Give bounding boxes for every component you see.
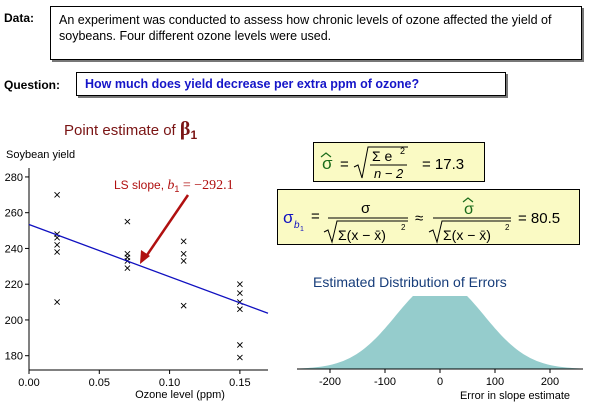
data-point — [236, 354, 243, 361]
dist-x-tick-label: 0 — [437, 376, 443, 388]
distribution-ticks: -200 -100 0 100 200 — [319, 369, 559, 388]
scatter-xlabel: Ozone level (ppm) — [135, 389, 225, 401]
sqrt-icon — [353, 146, 408, 179]
question-text: How much does yield decrease per extra p… — [85, 77, 420, 91]
data-description-text: An experiment was conducted to assess ho… — [59, 13, 552, 43]
annotation-arrow-shaft — [143, 194, 190, 259]
distribution-title: Estimated Distribution of Errors — [313, 274, 507, 290]
data-point — [180, 302, 187, 309]
x-tick-label: 0.15 — [229, 377, 250, 389]
hat-icon-2 — [462, 197, 474, 203]
n-minus-2: n − 2 — [374, 166, 404, 181]
exponent-2-c: 2 — [505, 223, 510, 232]
scatter-axes: 180 200 220 240 260 280 0.00 0.05 0.10 0.15 — [5, 168, 268, 389]
distribution-curve — [297, 296, 583, 369]
y-tick-label: 220 — [5, 279, 23, 291]
equals-sign: = — [340, 156, 349, 173]
least-squares-line — [28, 223, 269, 314]
ls-b-subscript: 1 — [174, 184, 179, 194]
y-tick-label: 280 — [5, 172, 23, 184]
dist-x-tick-label: 200 — [541, 376, 559, 388]
ls-slope-label: LS slope, b1 = −292.1 — [114, 178, 234, 194]
question-label: Question: — [4, 78, 60, 92]
data-point — [236, 342, 243, 348]
point-estimate-title: Point estimate of β1 — [64, 118, 197, 142]
sqrt-icon-2 — [323, 220, 408, 244]
beta-symbol: β — [179, 118, 191, 140]
sum-e-squared: Σ e — [372, 148, 393, 164]
data-point — [54, 191, 61, 198]
data-point — [54, 241, 61, 248]
sigma-hat-formula: σ = Σ e 2 n − 2 = 17.3 — [313, 142, 485, 182]
approx-sign: ≈ — [415, 210, 423, 227]
data-point — [54, 249, 61, 255]
numerator-sigma: σ — [361, 200, 371, 217]
ls-b-symbol: b — [167, 178, 174, 193]
sigma-b1-value: = 80.5 — [518, 210, 560, 227]
scatter-plot: Soybean yield 180 200 220 240 260 280 0.00 0.05… — [5, 149, 269, 401]
y-tick-label: 200 — [5, 315, 23, 327]
point-estimate-title-text: Point estimate of — [64, 122, 180, 139]
scatter-points — [54, 191, 243, 361]
data-label: Data: — [4, 11, 35, 25]
exponent-2-b: 2 — [401, 223, 406, 232]
ls-slope-text: LS slope, — [114, 178, 167, 192]
sigma-b1-symbol: σ — [283, 208, 294, 227]
dist-x-tick-label: 100 — [486, 376, 504, 388]
y-tick-label: 260 — [5, 208, 23, 220]
data-description-box: An experiment was conducted to assess ho… — [50, 6, 582, 60]
sigma-hat-symbol: σ — [322, 154, 333, 173]
data-point — [180, 258, 187, 264]
x-tick-label: 0.00 — [18, 377, 39, 389]
exponent-2: 2 — [400, 146, 405, 156]
numerator-sigma-hat: σ — [464, 201, 474, 218]
question-box: How much does yield decrease per extra p… — [76, 72, 506, 96]
distribution-xlabel: Error in slope estimate — [460, 390, 570, 402]
sigma-b1-subscript-1: 1 — [300, 226, 304, 233]
dist-x-tick-label: -100 — [374, 376, 396, 388]
distribution-plot: -200 -100 0 100 200 Error in slope estimate — [297, 296, 583, 402]
beta-subscript: 1 — [190, 128, 198, 142]
data-point — [236, 290, 243, 297]
x-tick-label: 0.10 — [159, 377, 180, 389]
sqrt-icon-3 — [428, 220, 511, 244]
sigma-hat-value: = 17.3 — [422, 156, 464, 173]
denominator-2: Σ(x − x̄) — [443, 227, 491, 243]
sigma-b1-subscript: b — [294, 220, 300, 231]
hat-icon — [320, 152, 332, 158]
data-point — [236, 306, 243, 313]
y-tick-label: 180 — [5, 351, 23, 363]
annotation-arrow-head — [140, 250, 150, 264]
data-point — [236, 281, 243, 288]
dist-x-tick-label: -200 — [319, 376, 341, 388]
denominator-1: Σ(x − x̄) — [338, 227, 386, 243]
x-tick-label: 0.05 — [89, 377, 110, 389]
scatter-ylabel: Soybean yield — [6, 149, 75, 161]
sigma-b1-formula-graphic: σ b 1 = σ Σ(x − x̄) 2 ≈ σ Σ(x − x̄) 2 = … — [283, 197, 560, 244]
sigma-hat-formula-graphic: σ = Σ e 2 n − 2 = 17.3 — [320, 146, 464, 181]
sigma-b1-formula: σ b 1 = σ Σ(x − x̄) 2 ≈ σ Σ(x − x̄) 2 = … — [277, 189, 580, 245]
data-point — [124, 218, 131, 225]
data-point — [180, 250, 187, 257]
data-point — [124, 265, 131, 272]
equals-sign-2: = — [311, 208, 320, 225]
data-point — [180, 238, 187, 245]
ls-slope-value: = −292.1 — [179, 178, 233, 193]
y-tick-label: 240 — [5, 243, 23, 255]
data-point — [54, 299, 61, 305]
